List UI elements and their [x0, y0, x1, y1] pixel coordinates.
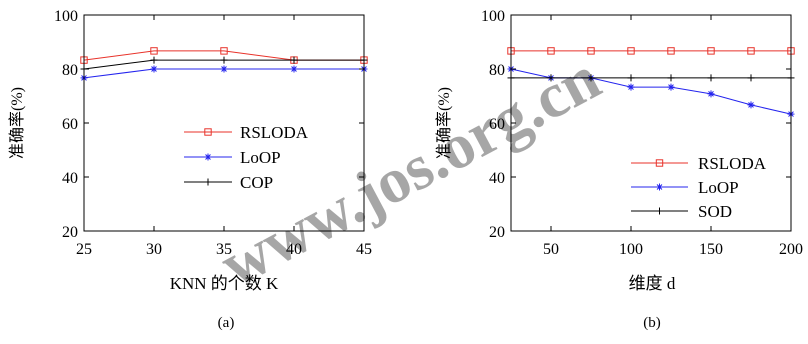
panel-b-series-rsloda-point [707, 47, 715, 55]
panel-a-series-cop-point [220, 56, 228, 64]
panel-a-y-axis-label: 准确率(%) [8, 87, 26, 159]
panel-b-y-tick-label: 80 [489, 62, 505, 79]
panel-a-legend-label-cop: COP [240, 173, 273, 192]
panel-b-series-sod-point [627, 74, 635, 82]
panel-b-label: (b) [643, 315, 661, 331]
panel-b-series-rsloda-point [627, 47, 635, 55]
panel-a-legend-label-rsloda: RSLODA [240, 123, 309, 142]
panel-a-chart: 20 40 60 80 100 25 30 35 40 45 RSLODA LoOP COP KNN … [8, 8, 372, 331]
watermark-text: www.jos.org.cn [209, 42, 611, 301]
panel-a-series-rsloda-point [220, 47, 228, 55]
panel-b-series-rsloda-point [547, 47, 555, 55]
panel-a-label: (a) [218, 315, 235, 331]
panel-b-legend-marker-sod [656, 207, 663, 215]
panel-b-x-tick-label: 50 [543, 241, 559, 258]
panel-a-y-tick-label: 100 [54, 8, 78, 25]
panel-b-y-tick-label: 20 [489, 224, 505, 241]
panel-b-series-sod-point [747, 74, 755, 82]
panel-a-series-rsloda-point [150, 47, 158, 55]
panel-b-x-tick-label: 150 [699, 241, 723, 258]
panel-b-ticks: 20 40 60 80 100 50 100 150 200 [481, 8, 803, 258]
panel-a-y-tick-label: 80 [62, 62, 78, 79]
panel-a-ticks: 20 40 60 80 100 25 30 35 40 45 [54, 8, 372, 258]
panel-b-series-loop-point [707, 90, 715, 98]
panel-a-series-loop-point [150, 65, 158, 73]
panel-a-legend-marker-loop [204, 153, 212, 161]
panel-a-x-tick-label: 35 [216, 241, 232, 258]
panel-a-y-tick-label: 60 [62, 116, 78, 133]
panel-b-x-axis-label: 维度 d [629, 274, 676, 293]
panel-a-x-axis-label: KNN 的个数 K [170, 274, 279, 293]
panel-b-series-rsloda-point [667, 47, 675, 55]
panel-b-y-tick-label: 40 [489, 170, 505, 187]
panel-b-legend: RSLODA LoOP SOD [631, 154, 767, 221]
panel-a-y-tick-label: 40 [62, 170, 78, 187]
panel-a-y-tick-label: 20 [62, 224, 78, 241]
panel-b-marks [507, 47, 795, 118]
panel-b-series-loop-point [667, 83, 675, 91]
panel-a-x-tick-label: 30 [146, 241, 162, 258]
panel-b-series-sod-point [587, 74, 595, 82]
panel-b-series-loop-point [747, 101, 755, 109]
panel-b-series-sod-point [667, 74, 675, 82]
panel-b-x-tick-label: 200 [779, 241, 803, 258]
panel-b-series-rsloda-point [747, 47, 755, 55]
panel-b-y-axis-label: 准确率(%) [435, 87, 453, 159]
panel-a-marks [80, 47, 368, 82]
panel-b-chart: 20 40 60 80 100 50 100 150 200 RSLODA LoOP SOD 维度 … [435, 8, 803, 331]
panel-b-series-loop-point [627, 83, 635, 91]
panel-b-y-tick-label: 100 [481, 8, 505, 25]
panel-a-series-loop-point [220, 65, 228, 73]
panel-a-legend: RSLODA LoOP COP [184, 123, 309, 192]
panel-a-x-tick-label: 45 [356, 241, 372, 258]
panel-a-x-tick-label: 40 [286, 241, 302, 258]
panel-b-series-sod-point [547, 74, 555, 82]
panel-b-series-rsloda-point [587, 47, 595, 55]
panel-b-x-tick-label: 100 [619, 241, 643, 258]
panel-b-series-sod-point [707, 74, 715, 82]
panel-a-x-tick-label: 25 [76, 241, 92, 258]
panel-b-legend-marker-loop [656, 183, 663, 191]
panel-b-legend-label-rsloda: RSLODA [698, 154, 767, 173]
panel-a-series-loop-point [290, 65, 298, 73]
panel-a-legend-marker-rsloda [204, 128, 212, 136]
panel-a-legend-label-loop: LoOP [240, 148, 281, 167]
panel-b-legend-label-sod: SOD [698, 202, 732, 221]
panel-a-series-cop-point [150, 56, 158, 64]
panel-b-legend-marker-rsloda [655, 159, 664, 167]
panel-a-legend-marker-cop [204, 178, 212, 186]
panel-b-y-tick-label: 60 [489, 116, 505, 133]
panel-a-series-cop-point [290, 56, 298, 64]
panel-b-legend-label-loop: LoOP [698, 178, 739, 197]
